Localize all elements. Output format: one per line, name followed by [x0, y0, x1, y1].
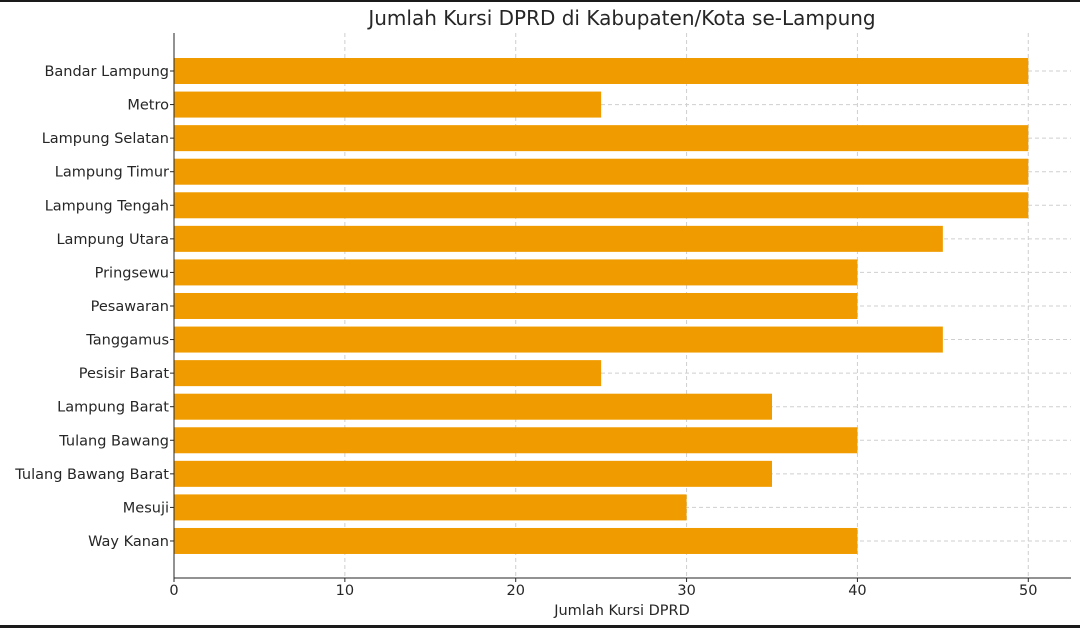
x-tick-label: 30 — [677, 583, 695, 599]
x-tick-labels: 0 10 20 30 40 50 — [169, 583, 1037, 599]
category-label: Pringsewu — [95, 265, 169, 281]
bar — [174, 360, 602, 387]
category-label: Tulang Bawang — [58, 433, 169, 449]
category-label: Bandar Lampung — [44, 64, 169, 80]
bar — [174, 58, 1029, 84]
category-label: Lampung Utara — [56, 232, 169, 248]
x-tick-label: 10 — [336, 583, 354, 599]
x-tick-label: 40 — [848, 583, 866, 599]
category-label: Lampung Barat — [57, 400, 169, 416]
bar — [174, 527, 858, 554]
category-label: Lampung Tengah — [45, 198, 169, 214]
bar — [174, 292, 858, 319]
category-label: Tanggamus — [85, 333, 169, 349]
x-tick-label: 0 — [169, 583, 178, 599]
top-border — [0, 0, 1080, 2]
bar — [174, 494, 687, 521]
bar — [174, 427, 858, 454]
bar — [174, 259, 858, 286]
x-tick-label: 50 — [1019, 583, 1037, 599]
bars — [174, 58, 1029, 554]
bar — [174, 91, 602, 118]
bar — [174, 460, 772, 487]
bar — [174, 393, 772, 420]
bar — [174, 192, 1029, 219]
bar — [174, 125, 1029, 152]
bottom-border — [0, 625, 1080, 628]
category-label: Mesuji — [123, 500, 169, 516]
bar — [174, 225, 943, 252]
category-label: Pesisir Barat — [79, 366, 170, 382]
chart-title: Jumlah Kursi DPRD di Kabupaten/Kota se-L… — [366, 6, 875, 30]
x-tick-label: 20 — [506, 583, 524, 599]
category-label: Pesawaran — [91, 299, 169, 315]
x-axis-label: Jumlah Kursi DPRD — [553, 603, 690, 619]
bar — [174, 158, 1029, 185]
bar — [174, 326, 943, 353]
category-label: Metro — [127, 98, 169, 114]
category-label: Lampung Timur — [55, 165, 169, 181]
axes — [170, 33, 1071, 582]
category-label: Way Kanan — [88, 534, 169, 550]
category-labels: Bandar Lampung Metro Lampung Selatan Lampun… — [14, 64, 169, 550]
category-label: Tulang Bawang Barat — [14, 467, 169, 483]
category-label: Lampung Selatan — [42, 131, 169, 147]
